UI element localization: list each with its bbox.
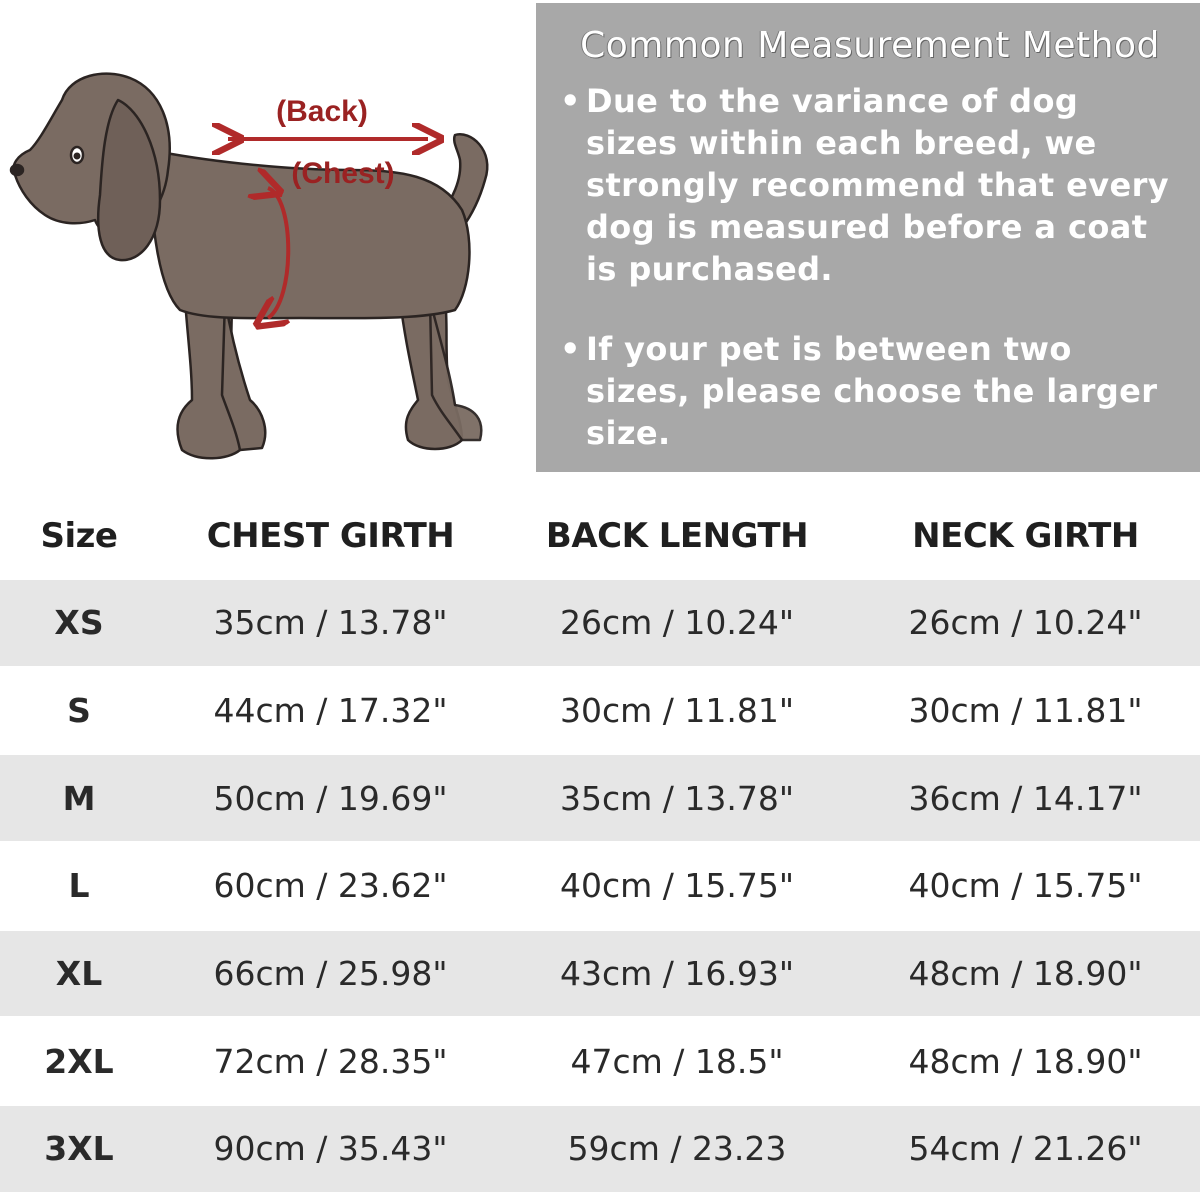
neck-girth-cell: 54cm / 21.26" [851, 1104, 1200, 1192]
bullet-dot: • [560, 330, 581, 368]
size-cell: XL [0, 928, 158, 1018]
info-bullet: • If your pet is between two sizes, plea… [560, 328, 1180, 454]
chest-girth-cell: 44cm / 17.32" [158, 665, 503, 755]
chest-girth-cell: 35cm / 13.78" [158, 578, 503, 667]
info-bullet: • Due to the variance of dog sizes withi… [560, 80, 1180, 290]
size-cell: 3XL [0, 1104, 158, 1192]
size-cell: 2XL [0, 1016, 158, 1106]
info-title: Common Measurement Method [580, 25, 1160, 66]
back-length-cell: 59cm / 23.23 [503, 1104, 851, 1192]
back-length-cell: 26cm / 10.24" [503, 578, 851, 667]
back-length-cell: 35cm / 13.78" [503, 753, 851, 843]
table-row: M 50cm / 19.69" 35cm / 13.78" 36cm / 14.… [0, 753, 1200, 843]
table-row: XS 35cm / 13.78" 26cm / 10.24" 26cm / 10… [0, 578, 1200, 667]
neck-girth-cell: 30cm / 11.81" [851, 665, 1200, 755]
size-cell: M [0, 753, 158, 843]
size-cell: XS [0, 578, 158, 667]
info-bullet-text: If your pet is between two sizes, please… [586, 330, 1158, 452]
bullet-dot: • [560, 82, 581, 120]
chest-girth-cell: 66cm / 25.98" [158, 928, 503, 1018]
chest-girth-cell: 50cm / 19.69" [158, 753, 503, 843]
chest-girth-cell: 72cm / 28.35" [158, 1016, 503, 1106]
dog-illustration: (Back) (Chest) [9, 72, 489, 460]
table-header-row: Size CHEST GIRTH BACK LENGTH NECK GIRTH [0, 493, 1200, 579]
size-cell: L [0, 841, 158, 930]
chest-measure-arrow [268, 188, 288, 318]
info-bullet-text: Due to the variance of dog sizes within … [586, 82, 1170, 288]
chest-label: (Chest) [291, 157, 394, 190]
dog-figure [9, 72, 489, 460]
header-size: Size [40, 515, 119, 556]
neck-girth-cell: 40cm / 15.75" [851, 841, 1200, 930]
back-length-cell: 30cm / 11.81" [503, 665, 851, 755]
size-cell: S [0, 665, 158, 755]
table-row: 2XL 72cm / 28.35" 47cm / 18.5" 48cm / 18… [0, 1016, 1200, 1106]
table-row: 3XL 90cm / 35.43" 59cm / 23.23 54cm / 21… [0, 1104, 1200, 1192]
table-row: XL 66cm / 25.98" 43cm / 16.93" 48cm / 18… [0, 928, 1200, 1018]
measurement-info-panel: Common Measurement Method • Due to the v… [536, 3, 1200, 472]
table-row: L 60cm / 23.62" 40cm / 15.75" 40cm / 15.… [0, 841, 1200, 930]
header-chest-girth: CHEST GIRTH [206, 515, 455, 556]
neck-girth-cell: 48cm / 18.90" [851, 1016, 1200, 1106]
neck-girth-cell: 36cm / 14.17" [851, 753, 1200, 843]
table-row: S 44cm / 17.32" 30cm / 11.81" 30cm / 11.… [0, 665, 1200, 755]
back-label: (Back) [276, 95, 368, 128]
size-chart-table: Size CHEST GIRTH BACK LENGTH NECK GIRTH … [0, 493, 1200, 1192]
chest-girth-cell: 60cm / 23.62" [158, 841, 503, 930]
neck-girth-cell: 48cm / 18.90" [851, 928, 1200, 1018]
header-neck-girth: NECK GIRTH [912, 515, 1139, 556]
header-back-length: BACK LENGTH [545, 515, 809, 556]
back-length-cell: 43cm / 16.93" [503, 928, 851, 1018]
neck-girth-cell: 26cm / 10.24" [851, 578, 1200, 667]
back-length-cell: 40cm / 15.75" [503, 841, 851, 930]
back-length-cell: 47cm / 18.5" [503, 1016, 851, 1106]
chest-girth-cell: 90cm / 35.43" [158, 1104, 503, 1192]
